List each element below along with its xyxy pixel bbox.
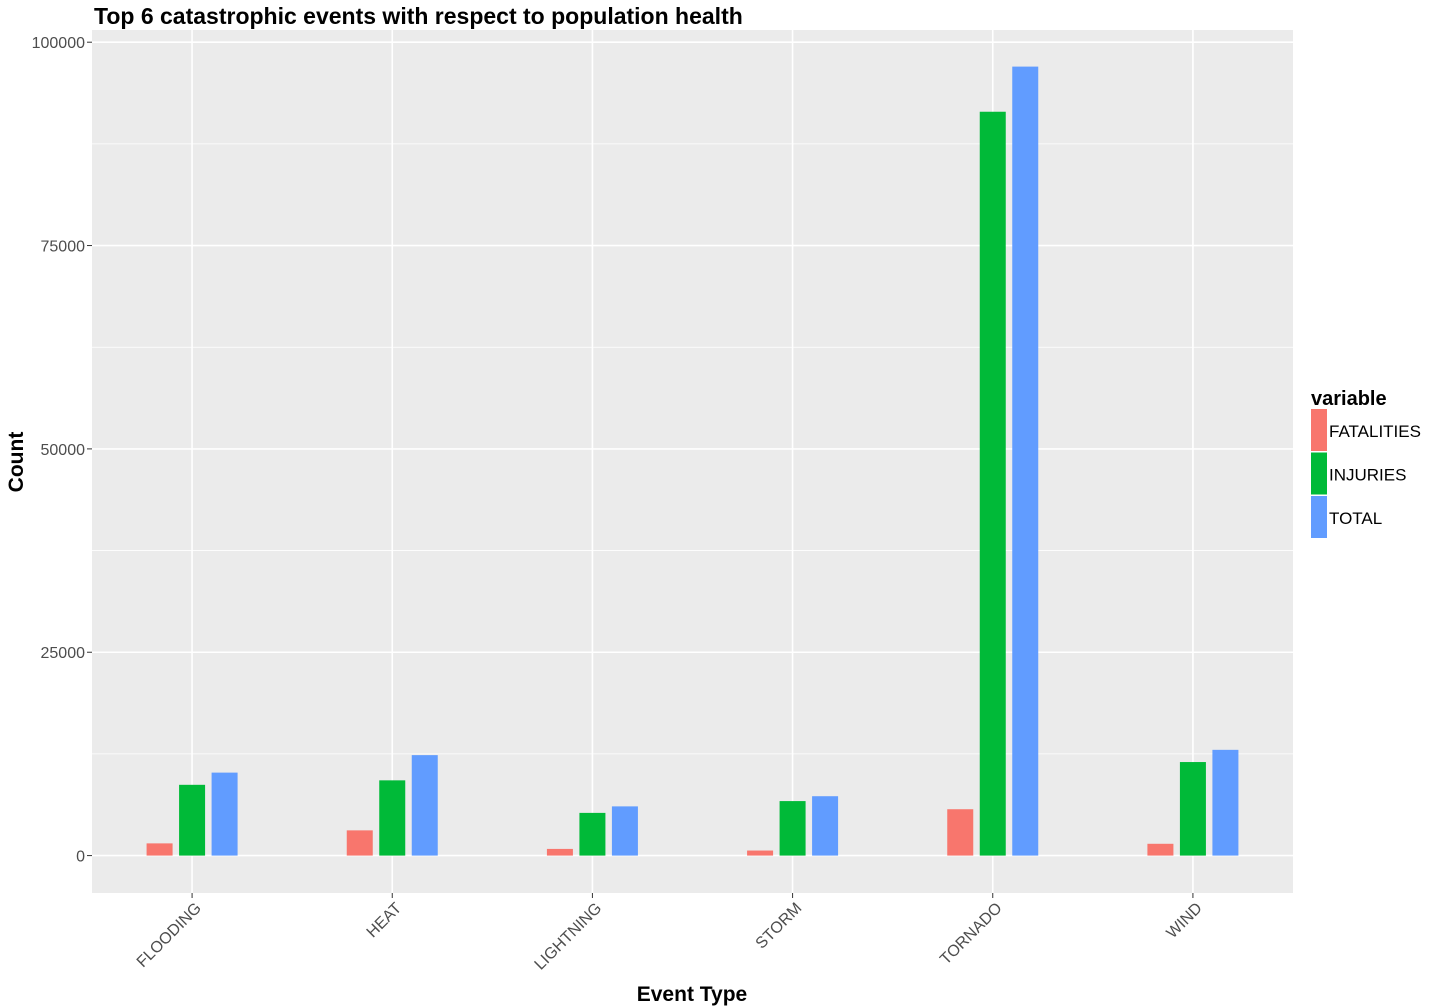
x-axis-title: Event Type (637, 983, 747, 1006)
legend-label: FATALITIES (1329, 422, 1421, 441)
bar-injuries-wind (1179, 762, 1206, 856)
x-tick-label: FLOODING (134, 900, 205, 971)
bar-total-wind (1212, 749, 1239, 856)
bar-injuries-lightning (579, 812, 606, 856)
bar-injuries-tornado (979, 111, 1006, 856)
bar-fatalities-heat (346, 830, 373, 856)
legend-title: variable (1311, 388, 1387, 410)
bar-fatalities-flooding (146, 843, 173, 856)
bar-total-lightning (611, 806, 638, 856)
plot-panel (92, 30, 1293, 893)
legend: variable FATALITIES INJURIES TOTAL (1311, 388, 1421, 538)
y-tick-label: 75000 (41, 239, 86, 256)
x-tick-label: STORM (753, 900, 806, 953)
x-tick-label: LIGHTNING (532, 900, 606, 974)
legend-key-fatalities (1311, 409, 1327, 451)
x-tick-label: WIND (1164, 900, 1206, 942)
bar-total-storm (812, 796, 839, 856)
grid-minor (92, 143, 1293, 755)
bar-fatalities-lightning (546, 848, 573, 856)
y-tick-label: 100000 (32, 35, 85, 52)
bar-injuries-heat (379, 780, 406, 856)
y-tick-label: 25000 (41, 645, 86, 662)
chart-title: Top 6 catastrophic events with respect t… (94, 3, 743, 29)
y-axis-title: Count (5, 432, 28, 493)
bar-injuries-flooding (179, 784, 206, 856)
x-tick-label: TORNADO (937, 900, 1005, 968)
x-tick-label: HEAT (364, 900, 406, 942)
bars (146, 66, 1239, 856)
bar-fatalities-wind (1147, 843, 1174, 856)
y-tick-label: 50000 (41, 442, 86, 459)
y-axis: 0 25000 50000 75000 100000 (32, 35, 92, 866)
y-tick-label: 0 (76, 849, 85, 866)
legend-key-total (1311, 496, 1327, 538)
x-axis: FLOODING HEAT LIGHTNING STORM TORNADO WIND (134, 893, 1206, 973)
bar-total-flooding (211, 772, 238, 856)
legend-key-injuries (1311, 452, 1327, 495)
bar-total-heat (411, 755, 438, 856)
bar-total-tornado (1012, 66, 1039, 856)
bar-fatalities-tornado (947, 809, 974, 856)
bar-fatalities-storm (747, 850, 774, 856)
legend-label: INJURIES (1329, 466, 1406, 485)
bar-injuries-storm (779, 801, 806, 856)
legend-label: TOTAL (1329, 509, 1382, 528)
